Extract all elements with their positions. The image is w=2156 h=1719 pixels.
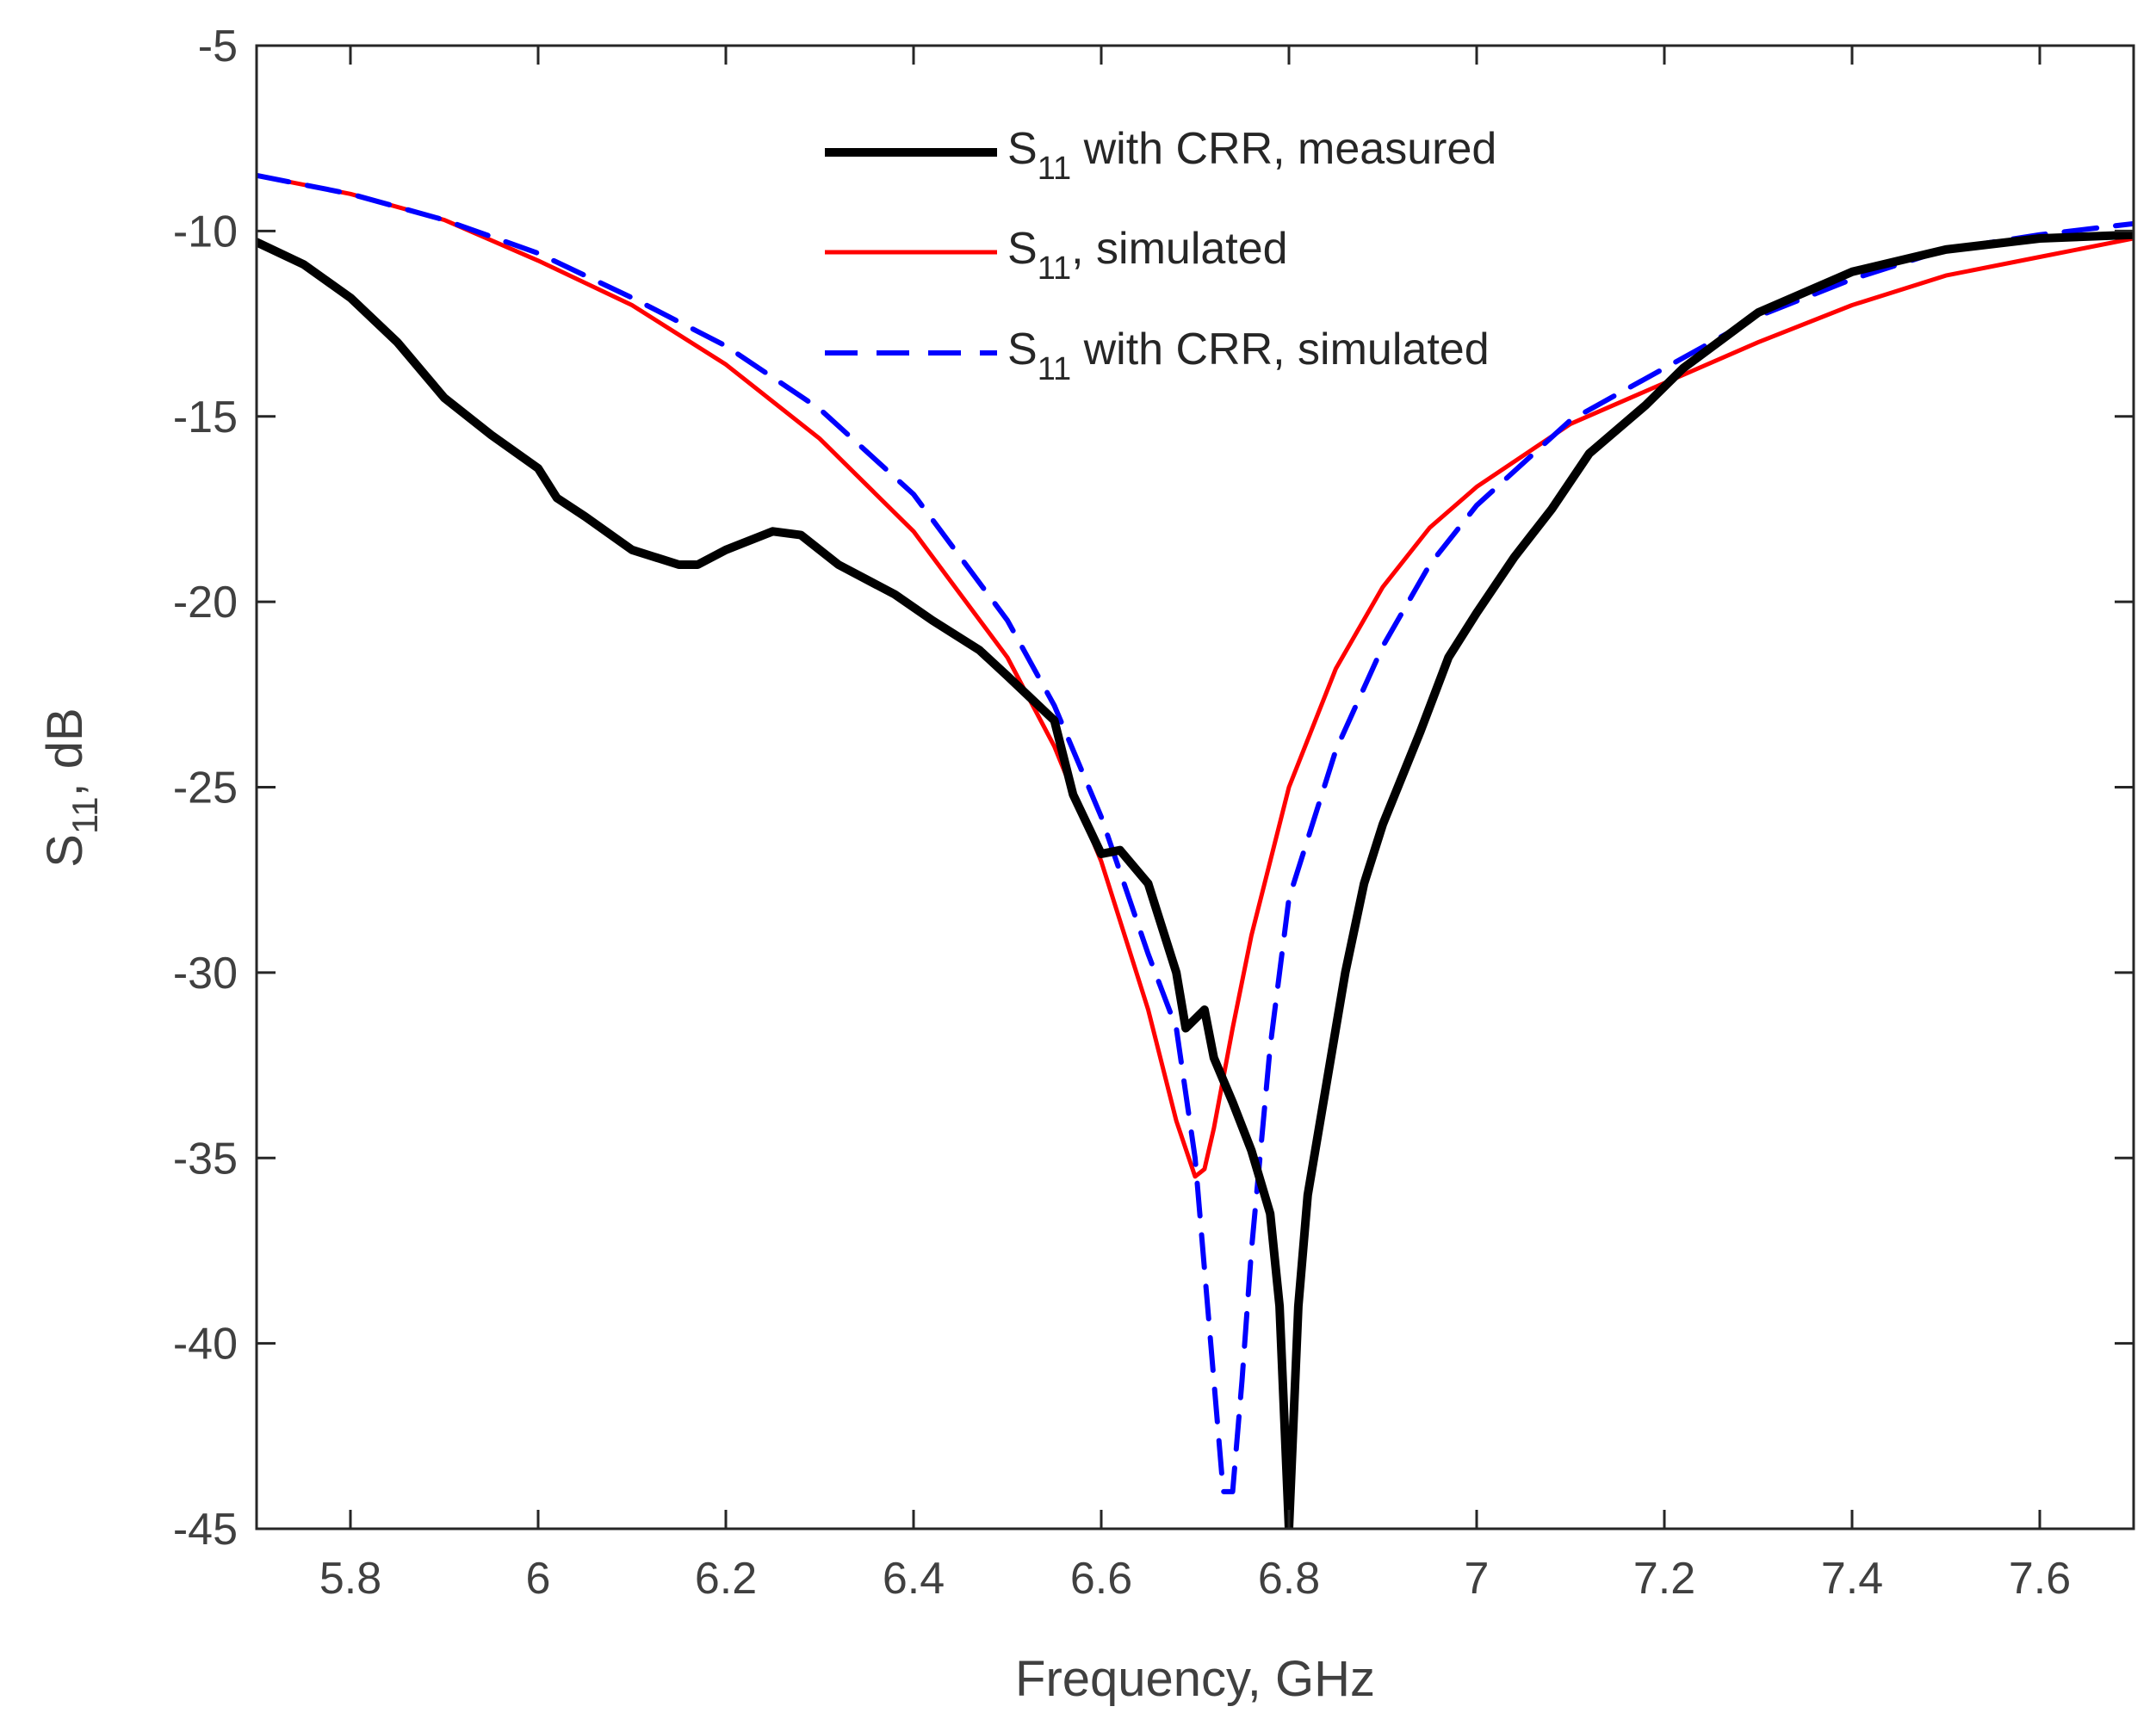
- legend: S11 with CRR, measured S11, simulated S1…: [825, 124, 1496, 387]
- y-tick-label: -5: [198, 22, 238, 71]
- x-tick-label: 6.2: [695, 1554, 757, 1604]
- legend-label-crr-simulated: S11 with CRR, simulated: [1007, 325, 1490, 387]
- y-tick-label: -40: [173, 1320, 238, 1370]
- x-tick-label: 7: [1465, 1554, 1490, 1604]
- y-axis-title-suffix: , dB: [37, 708, 93, 796]
- y-tick-label: -45: [173, 1505, 238, 1555]
- y-axis-title-sub: 11: [65, 796, 105, 834]
- x-tick-label: 7.6: [2009, 1554, 2071, 1604]
- y-tick-label: -15: [173, 393, 238, 442]
- x-tick-label: 6.4: [883, 1554, 945, 1604]
- series-measured-crr: [257, 230, 2134, 1529]
- y-axis-title-main: S: [37, 834, 93, 868]
- y-tick-label: -20: [173, 578, 238, 628]
- y-axis: -5 -10 -15 -20 -25 -30 -35 -40 -45: [173, 22, 2134, 1555]
- y-tick-label: -30: [173, 949, 238, 999]
- series-simulated-crr: [257, 172, 2134, 1494]
- y-tick-label: -25: [173, 764, 238, 813]
- legend-label-measured: S11 with CRR, measured: [1007, 124, 1496, 187]
- x-tick-label: 5.8: [319, 1554, 381, 1604]
- x-tick-label: 6.8: [1258, 1554, 1320, 1604]
- y-axis-title: S11, dB: [37, 708, 105, 867]
- x-tick-label: 6.6: [1070, 1554, 1132, 1604]
- x-tick-label: 7.2: [1633, 1554, 1695, 1604]
- y-tick-label: -35: [173, 1134, 238, 1184]
- y-tick-label: -10: [173, 207, 238, 257]
- x-axis-title: Frequency, GHz: [1015, 1651, 1375, 1707]
- x-tick-label: 6: [526, 1554, 551, 1604]
- x-axis: 5.8 6 6.2 6.4 6.6 6.8 7 7.2 7.4 7.6: [319, 46, 2071, 1604]
- series-layer: [257, 172, 2134, 1529]
- x-tick-label: 7.4: [1821, 1554, 1883, 1604]
- legend-label-simulated: S11, simulated: [1007, 224, 1288, 287]
